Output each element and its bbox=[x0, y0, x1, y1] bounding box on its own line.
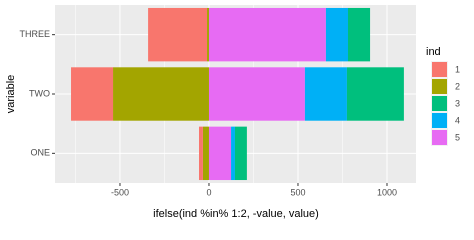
bar-segment bbox=[148, 7, 208, 62]
legend-title: ind bbox=[426, 46, 441, 58]
bar-segment bbox=[208, 126, 232, 181]
bar-segment bbox=[304, 67, 347, 121]
y-tick-label: ONE bbox=[30, 148, 50, 158]
legend-label: 4 bbox=[455, 115, 460, 125]
legend-key bbox=[432, 62, 447, 77]
bar-segment bbox=[325, 7, 349, 62]
bar-segment bbox=[202, 126, 209, 181]
bar-segment bbox=[207, 7, 209, 62]
bar-segment bbox=[231, 126, 235, 181]
bars bbox=[71, 7, 404, 181]
x-tick-label: 1000 bbox=[377, 187, 397, 197]
x-axis-title: ifelse(ind %in% 1:2, -value, value) bbox=[153, 208, 319, 220]
legend-label: 2 bbox=[455, 81, 460, 91]
bar-segment bbox=[348, 7, 371, 62]
legend-key bbox=[432, 113, 447, 128]
legend-key bbox=[432, 130, 447, 145]
x-tick-label: -500 bbox=[111, 187, 129, 197]
y-tick-label: TWO bbox=[29, 88, 50, 98]
x-tick-label: 0 bbox=[206, 187, 211, 197]
legend-label: 3 bbox=[455, 98, 460, 108]
y-tick-label: THREE bbox=[19, 29, 50, 39]
legend-label: 1 bbox=[455, 64, 460, 74]
bar-segment bbox=[234, 126, 247, 181]
chart: ifelse(ind %in% 1:2, -value, value) vari… bbox=[5, 5, 460, 220]
bar-segment bbox=[346, 67, 404, 121]
bar-segment bbox=[208, 7, 326, 62]
bar-segment bbox=[113, 67, 209, 121]
x-tick-label: 500 bbox=[290, 187, 305, 197]
y-axis-title: variable bbox=[5, 75, 17, 114]
legend-key bbox=[432, 96, 447, 111]
bar-segment bbox=[208, 67, 305, 121]
bar-segment bbox=[199, 126, 203, 181]
bar-segment bbox=[71, 67, 114, 121]
legend-label: 5 bbox=[455, 132, 460, 142]
legend-key bbox=[432, 79, 447, 94]
